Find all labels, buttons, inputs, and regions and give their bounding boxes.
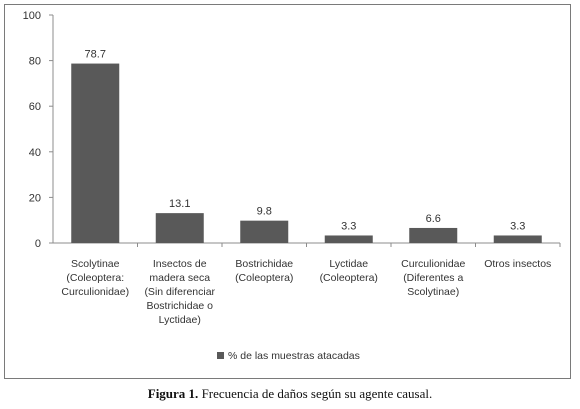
y-tick-label: 20 bbox=[29, 192, 41, 204]
category-label-line: Scolytinae) bbox=[407, 286, 459, 298]
category-label: Lyctidae (Coleoptera) bbox=[320, 258, 378, 284]
category-label-line: Curculionidae) bbox=[61, 286, 129, 298]
caption-text: Frecuencia de daños según su agente caus… bbox=[198, 386, 433, 401]
data-label: 9.8 bbox=[257, 206, 272, 218]
caption-label: Figura 1. bbox=[147, 386, 199, 401]
y-tick-label: 80 bbox=[29, 56, 41, 68]
bar bbox=[155, 213, 204, 243]
category-label-line: Bostrichidae bbox=[235, 258, 293, 270]
y-tick-label: 40 bbox=[29, 147, 41, 159]
category-label-line: (Coleoptera: bbox=[66, 272, 124, 284]
y-tick-label: 0 bbox=[35, 238, 41, 250]
bar bbox=[409, 227, 458, 243]
category-label-line: Curculionidae bbox=[401, 258, 465, 270]
category-label: Scolytinae (Coleoptera: Curculionidae) bbox=[61, 258, 129, 298]
data-label: 13.1 bbox=[169, 198, 190, 210]
category-label-line: Bostrichidae o bbox=[146, 300, 213, 312]
bar-chart: 0 20 40 60 80 100 78.7 Scolytinae (Coleoptera: Cu… bbox=[23, 10, 561, 362]
category-label-line: (Coleoptera) bbox=[320, 272, 378, 284]
category-label-line: Otros insectos bbox=[484, 258, 551, 270]
category-label: Insectos de madera seca (Sin diferenciar Bo… bbox=[144, 258, 215, 326]
bar bbox=[493, 235, 542, 243]
bar bbox=[324, 235, 373, 243]
data-label: 6.6 bbox=[426, 213, 441, 225]
y-tick-label: 100 bbox=[23, 10, 41, 22]
data-label: 78.7 bbox=[85, 49, 106, 61]
y-tick-label: 60 bbox=[29, 101, 41, 113]
category-label-line: Lyctidae bbox=[329, 258, 368, 270]
data-label: 3.3 bbox=[510, 220, 525, 232]
category-label: Bostrichidae (Coleoptera) bbox=[235, 258, 293, 284]
category-label-line: Insectos de bbox=[153, 258, 207, 270]
category-label-line: (Coleoptera) bbox=[235, 272, 293, 284]
category-label: Curculionidae (Diferentes a Scolytinae) bbox=[401, 258, 465, 298]
category-label-line: madera seca bbox=[149, 272, 210, 284]
bar bbox=[240, 220, 289, 243]
category-label-line: (Sin diferenciar bbox=[144, 286, 215, 298]
category-label-line: (Diferentes a bbox=[403, 272, 463, 284]
chart-frame: 0 20 40 60 80 100 78.7 Scolytinae (Coleoptera: Cu… bbox=[4, 4, 571, 379]
legend-swatch bbox=[217, 352, 224, 359]
figure-caption: Figura 1. Frecuencia de daños según su a… bbox=[0, 386, 580, 402]
bar bbox=[71, 63, 120, 244]
category-label-line: Lyctidae) bbox=[159, 314, 201, 326]
data-label: 3.3 bbox=[341, 220, 356, 232]
category-label-line: Scolytinae bbox=[71, 258, 120, 270]
category-label: Otros insectos bbox=[484, 258, 551, 270]
legend-label: % de las muestras atacadas bbox=[228, 350, 360, 362]
